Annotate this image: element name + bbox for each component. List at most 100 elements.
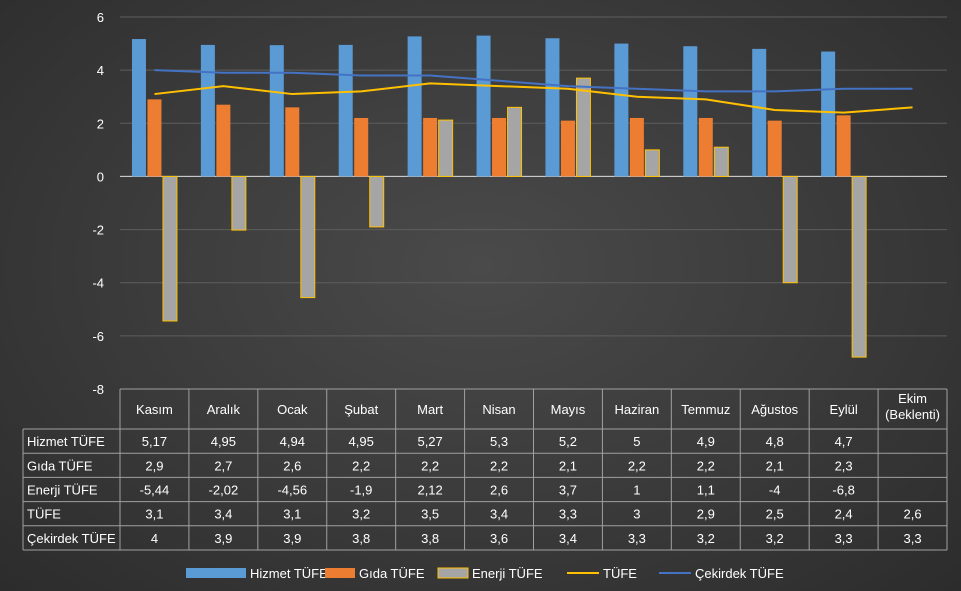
bar-gida-tufe [767, 120, 782, 177]
x-tick-label: Mayıs [551, 402, 586, 417]
bar-hizmet-tufe [545, 38, 560, 177]
x-tick-label: Ağustos [751, 402, 798, 417]
lines [154, 69, 913, 114]
table-cell-value: 2,1 [559, 458, 577, 473]
y-tick-label: 6 [97, 10, 104, 25]
table-cell-value: 2,2 [352, 458, 370, 473]
bar-hizmet-tufe [269, 45, 284, 177]
bar-hizmet-tufe [131, 39, 146, 177]
x-tick-label: Temmuz [681, 402, 730, 417]
table-cell-value: 3,2 [766, 531, 784, 546]
x-tick-label: Nisan [482, 402, 515, 417]
legend-swatch-enerji-tufe [437, 567, 469, 579]
table-cell-value: 4,9 [697, 434, 715, 449]
table-cell-value: -4,56 [277, 483, 307, 498]
bar-hizmet-tufe [752, 48, 767, 177]
legend-label-gida-tufe: Gıda TÜFE [359, 566, 425, 581]
table-cell-value: 3,3 [835, 531, 853, 546]
table-cell-value: 2,6 [904, 507, 922, 522]
x-tick-label: Ekim [898, 391, 927, 406]
bar-hizmet-tufe [200, 44, 215, 177]
bar-hizmet-tufe [821, 51, 836, 177]
legend-label-tufe: TÜFE [603, 566, 637, 581]
table-cell-value: -1,9 [350, 483, 372, 498]
table-cell-value: 3,2 [697, 531, 715, 546]
bar-gida-tufe [216, 104, 231, 177]
bar-hizmet-tufe [683, 46, 698, 177]
table-cell-value: 2,12 [417, 483, 442, 498]
table-cell-value: 4,95 [349, 434, 374, 449]
table-cell-value: 2,2 [421, 458, 439, 473]
x-tick-label: Şubat [344, 402, 378, 417]
y-tick-label: -4 [92, 276, 104, 291]
table-cell-value: 2,7 [214, 458, 232, 473]
table-cell-value: 1,1 [697, 483, 715, 498]
table-cell-value: 3,3 [559, 507, 577, 522]
table-cell-value: 4,8 [766, 434, 784, 449]
table-row-label: Enerji TÜFE [27, 483, 98, 498]
bar-enerji-tufe [713, 146, 729, 177]
table-cell-value: 3,5 [421, 507, 439, 522]
bar-enerji-tufe [851, 175, 867, 358]
bar-enerji-tufe [438, 119, 454, 177]
table-cell-value: 1 [633, 483, 640, 498]
bar-enerji-tufe [644, 149, 660, 177]
bar-enerji-tufe [507, 106, 523, 177]
table-cell-value: 2,6 [490, 483, 508, 498]
line-cekirdek-tufe [154, 69, 913, 93]
bar-gida-tufe [285, 107, 300, 177]
table-cell-value: 3,9 [283, 531, 301, 546]
bar-enerji-tufe [369, 175, 385, 228]
bar-enerji-tufe [231, 175, 247, 231]
table-cell-value: 3,2 [352, 507, 370, 522]
bar-enerji-tufe [575, 77, 591, 177]
table-cell-value: -5,44 [140, 483, 170, 498]
x-tick-label: Aralık [207, 402, 241, 417]
bar-gida-tufe [560, 120, 575, 177]
table-cell-value: 3,4 [214, 507, 232, 522]
x-tick-label: Haziran [614, 402, 659, 417]
data-table: Kasım Aralık Ocak Şubat Mart Nisan Mayıs Hazira… [22, 388, 948, 551]
table-cell-value: 2,3 [835, 458, 853, 473]
table-cell-value: 5,3 [490, 434, 508, 449]
table-cell-value: 3,4 [490, 507, 508, 522]
table-cell-value: 5,17 [142, 434, 167, 449]
table-row-label: Gıda TÜFE [27, 458, 93, 473]
line-tufe [154, 82, 913, 114]
x-tick-label: (Beklenti) [885, 407, 940, 422]
y-tick-label: 0 [97, 169, 104, 184]
bar-hizmet-tufe [407, 36, 422, 177]
table-cell-value: -4 [769, 483, 781, 498]
table-cell-value: 4 [151, 531, 158, 546]
bar-gida-tufe [698, 117, 713, 177]
table-cell-value: 2,2 [490, 458, 508, 473]
table-row-label: Hizmet TÜFE [27, 434, 105, 449]
table-cell-value: 2,4 [835, 507, 853, 522]
gridlines [120, 16, 947, 390]
table-cell-value: 2,5 [766, 507, 784, 522]
bar-hizmet-tufe [338, 44, 353, 177]
table-cell-value: 3,1 [145, 507, 163, 522]
bar-gida-tufe [492, 117, 507, 177]
bar-hizmet-tufe [476, 35, 491, 177]
legend: Hizmet TÜFE Gıda TÜFE Enerji TÜFE TÜFE Çekir… [186, 566, 784, 581]
table-cell-value: 2,2 [697, 458, 715, 473]
x-tick-label: Ocak [277, 402, 308, 417]
bar-gida-tufe [147, 99, 162, 177]
table-cell-value: 3,8 [352, 531, 370, 546]
table-cell-value: 3,9 [214, 531, 232, 546]
y-tick-label: -6 [92, 329, 104, 344]
table-cell-value: 5 [633, 434, 640, 449]
table-cell-value: 2,9 [697, 507, 715, 522]
bar-enerji-tufe [782, 175, 798, 284]
bars [131, 35, 867, 358]
legend-label-enerji-tufe: Enerji TÜFE [472, 566, 543, 581]
table-cell-value: 3,6 [490, 531, 508, 546]
y-tick-label: -8 [92, 382, 104, 397]
table-row-label: Çekirdek TÜFE [27, 531, 116, 546]
table-cell-value: 5,2 [559, 434, 577, 449]
y-tick-label: 2 [97, 116, 104, 131]
bar-hizmet-tufe [614, 43, 629, 177]
bar-gida-tufe [423, 117, 438, 177]
